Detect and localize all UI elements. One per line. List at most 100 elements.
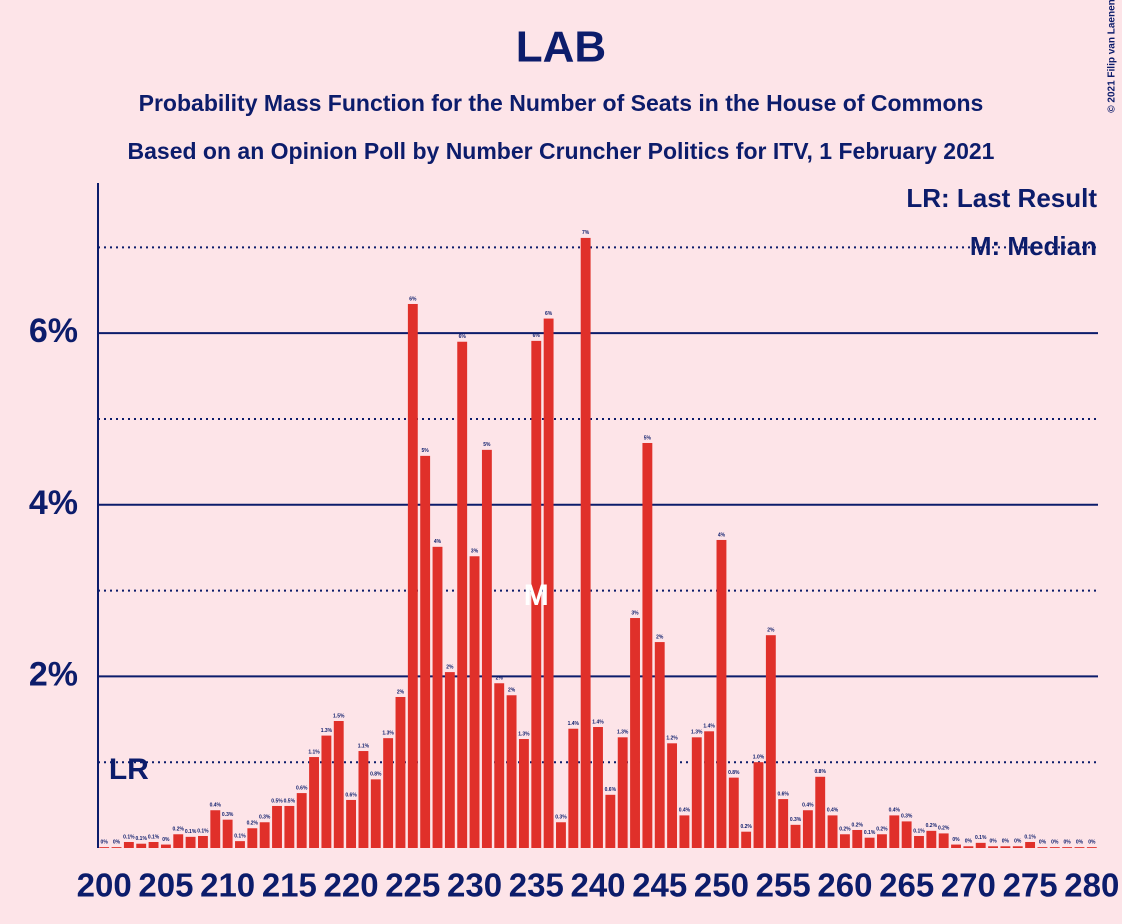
- bar: [346, 799, 357, 848]
- bar: [716, 539, 727, 848]
- value-label: 5%: [422, 448, 430, 454]
- legend-entry: M: Median: [970, 231, 1097, 261]
- bar: [1086, 847, 1097, 848]
- bar: [1012, 846, 1023, 848]
- value-label: 0.8%: [815, 769, 827, 775]
- value-label: 0%: [952, 837, 960, 843]
- bar: [667, 743, 678, 848]
- bar: [778, 799, 789, 848]
- bar: [235, 841, 245, 848]
- bar: [654, 642, 665, 848]
- bar: [148, 841, 159, 848]
- x-tick-label: 255: [756, 867, 811, 904]
- bar: [988, 846, 998, 848]
- x-tick-label: 265: [879, 867, 934, 904]
- y-tick-label: 2%: [29, 655, 78, 693]
- bar: [753, 762, 764, 848]
- bar: [123, 841, 134, 848]
- bar: [543, 318, 554, 848]
- credit: © 2021 Filip van Laenen: [1107, 0, 1118, 113]
- value-label: 2%: [397, 689, 405, 695]
- bar: [469, 556, 480, 848]
- value-label: 0.3%: [790, 817, 802, 823]
- value-label: 6%: [545, 311, 553, 317]
- bar: [518, 739, 529, 848]
- bar: [259, 822, 270, 848]
- value-label: 1.0%: [753, 755, 765, 761]
- value-label: 2%: [767, 628, 775, 634]
- value-label: 1.4%: [592, 719, 604, 725]
- bar: [407, 303, 418, 849]
- value-label: 3%: [631, 610, 639, 616]
- legend-entry: LR: Last Result: [906, 183, 1097, 213]
- bar: [605, 794, 616, 848]
- bar: [1000, 846, 1011, 848]
- value-label: 0.2%: [173, 827, 185, 833]
- annotation: LR: [109, 753, 149, 786]
- bar: [963, 846, 974, 848]
- bar: [358, 751, 369, 848]
- x-tick-label: 235: [509, 867, 564, 904]
- value-label: 1.4%: [703, 724, 715, 730]
- bar: [284, 805, 295, 848]
- bar: [136, 843, 147, 848]
- value-label: 0.1%: [123, 834, 135, 840]
- x-tick-label: 280: [1064, 867, 1119, 904]
- value-label: 1.3%: [617, 730, 629, 736]
- bar: [951, 844, 961, 848]
- value-label: 0%: [1088, 839, 1096, 845]
- bar: [802, 810, 813, 848]
- value-label: 0.4%: [889, 808, 901, 814]
- value-label: 1.3%: [691, 730, 703, 736]
- x-tick-label: 275: [1003, 867, 1058, 904]
- bar: [420, 455, 431, 848]
- value-label: 0.2%: [852, 822, 864, 828]
- bar: [222, 819, 233, 848]
- value-label: 0.1%: [136, 836, 148, 842]
- value-label: 2%: [496, 676, 504, 682]
- value-label: 0.1%: [1024, 834, 1036, 840]
- value-label: 0.4%: [827, 808, 839, 814]
- value-label: 0.6%: [296, 785, 308, 791]
- value-label: 0%: [1014, 839, 1022, 845]
- value-label: 1.3%: [518, 731, 530, 737]
- bar: [1062, 847, 1073, 848]
- bar: [160, 844, 171, 848]
- bar: [1074, 847, 1085, 848]
- value-label: 1.1%: [308, 749, 320, 755]
- bar: [444, 672, 455, 848]
- x-tick-label: 215: [262, 867, 317, 904]
- bar: [457, 341, 468, 848]
- bar: [494, 683, 505, 848]
- value-label: 1.1%: [358, 743, 370, 749]
- bar: [99, 847, 110, 848]
- value-label: 0.3%: [259, 815, 271, 821]
- bar: [704, 731, 715, 848]
- bar: [185, 836, 196, 848]
- value-label: 0.1%: [864, 830, 876, 836]
- value-label: 0.6%: [777, 791, 789, 797]
- bar: [383, 738, 394, 848]
- chart-subtitle: Based on an Opinion Poll by Number Crunc…: [128, 138, 995, 164]
- x-tick-label: 205: [138, 867, 193, 904]
- bar: [272, 805, 282, 848]
- x-tick-label: 270: [941, 867, 996, 904]
- bar: [642, 442, 653, 848]
- bar: [580, 237, 591, 848]
- bar: [1025, 841, 1036, 848]
- bar: [432, 546, 443, 848]
- bar: [333, 721, 344, 848]
- value-label: 0.1%: [975, 835, 987, 841]
- bar: [741, 831, 752, 848]
- value-label: 2%: [446, 664, 454, 670]
- chart-title: LAB: [516, 23, 606, 72]
- value-label: 6%: [409, 296, 417, 302]
- value-label: 0%: [989, 839, 997, 845]
- value-label: 0.4%: [210, 803, 222, 809]
- value-label: 0.5%: [284, 798, 296, 804]
- value-label: 0%: [1039, 839, 1047, 845]
- bar: [926, 830, 937, 848]
- value-label: 0.1%: [234, 833, 246, 839]
- value-label: 0.3%: [555, 815, 567, 821]
